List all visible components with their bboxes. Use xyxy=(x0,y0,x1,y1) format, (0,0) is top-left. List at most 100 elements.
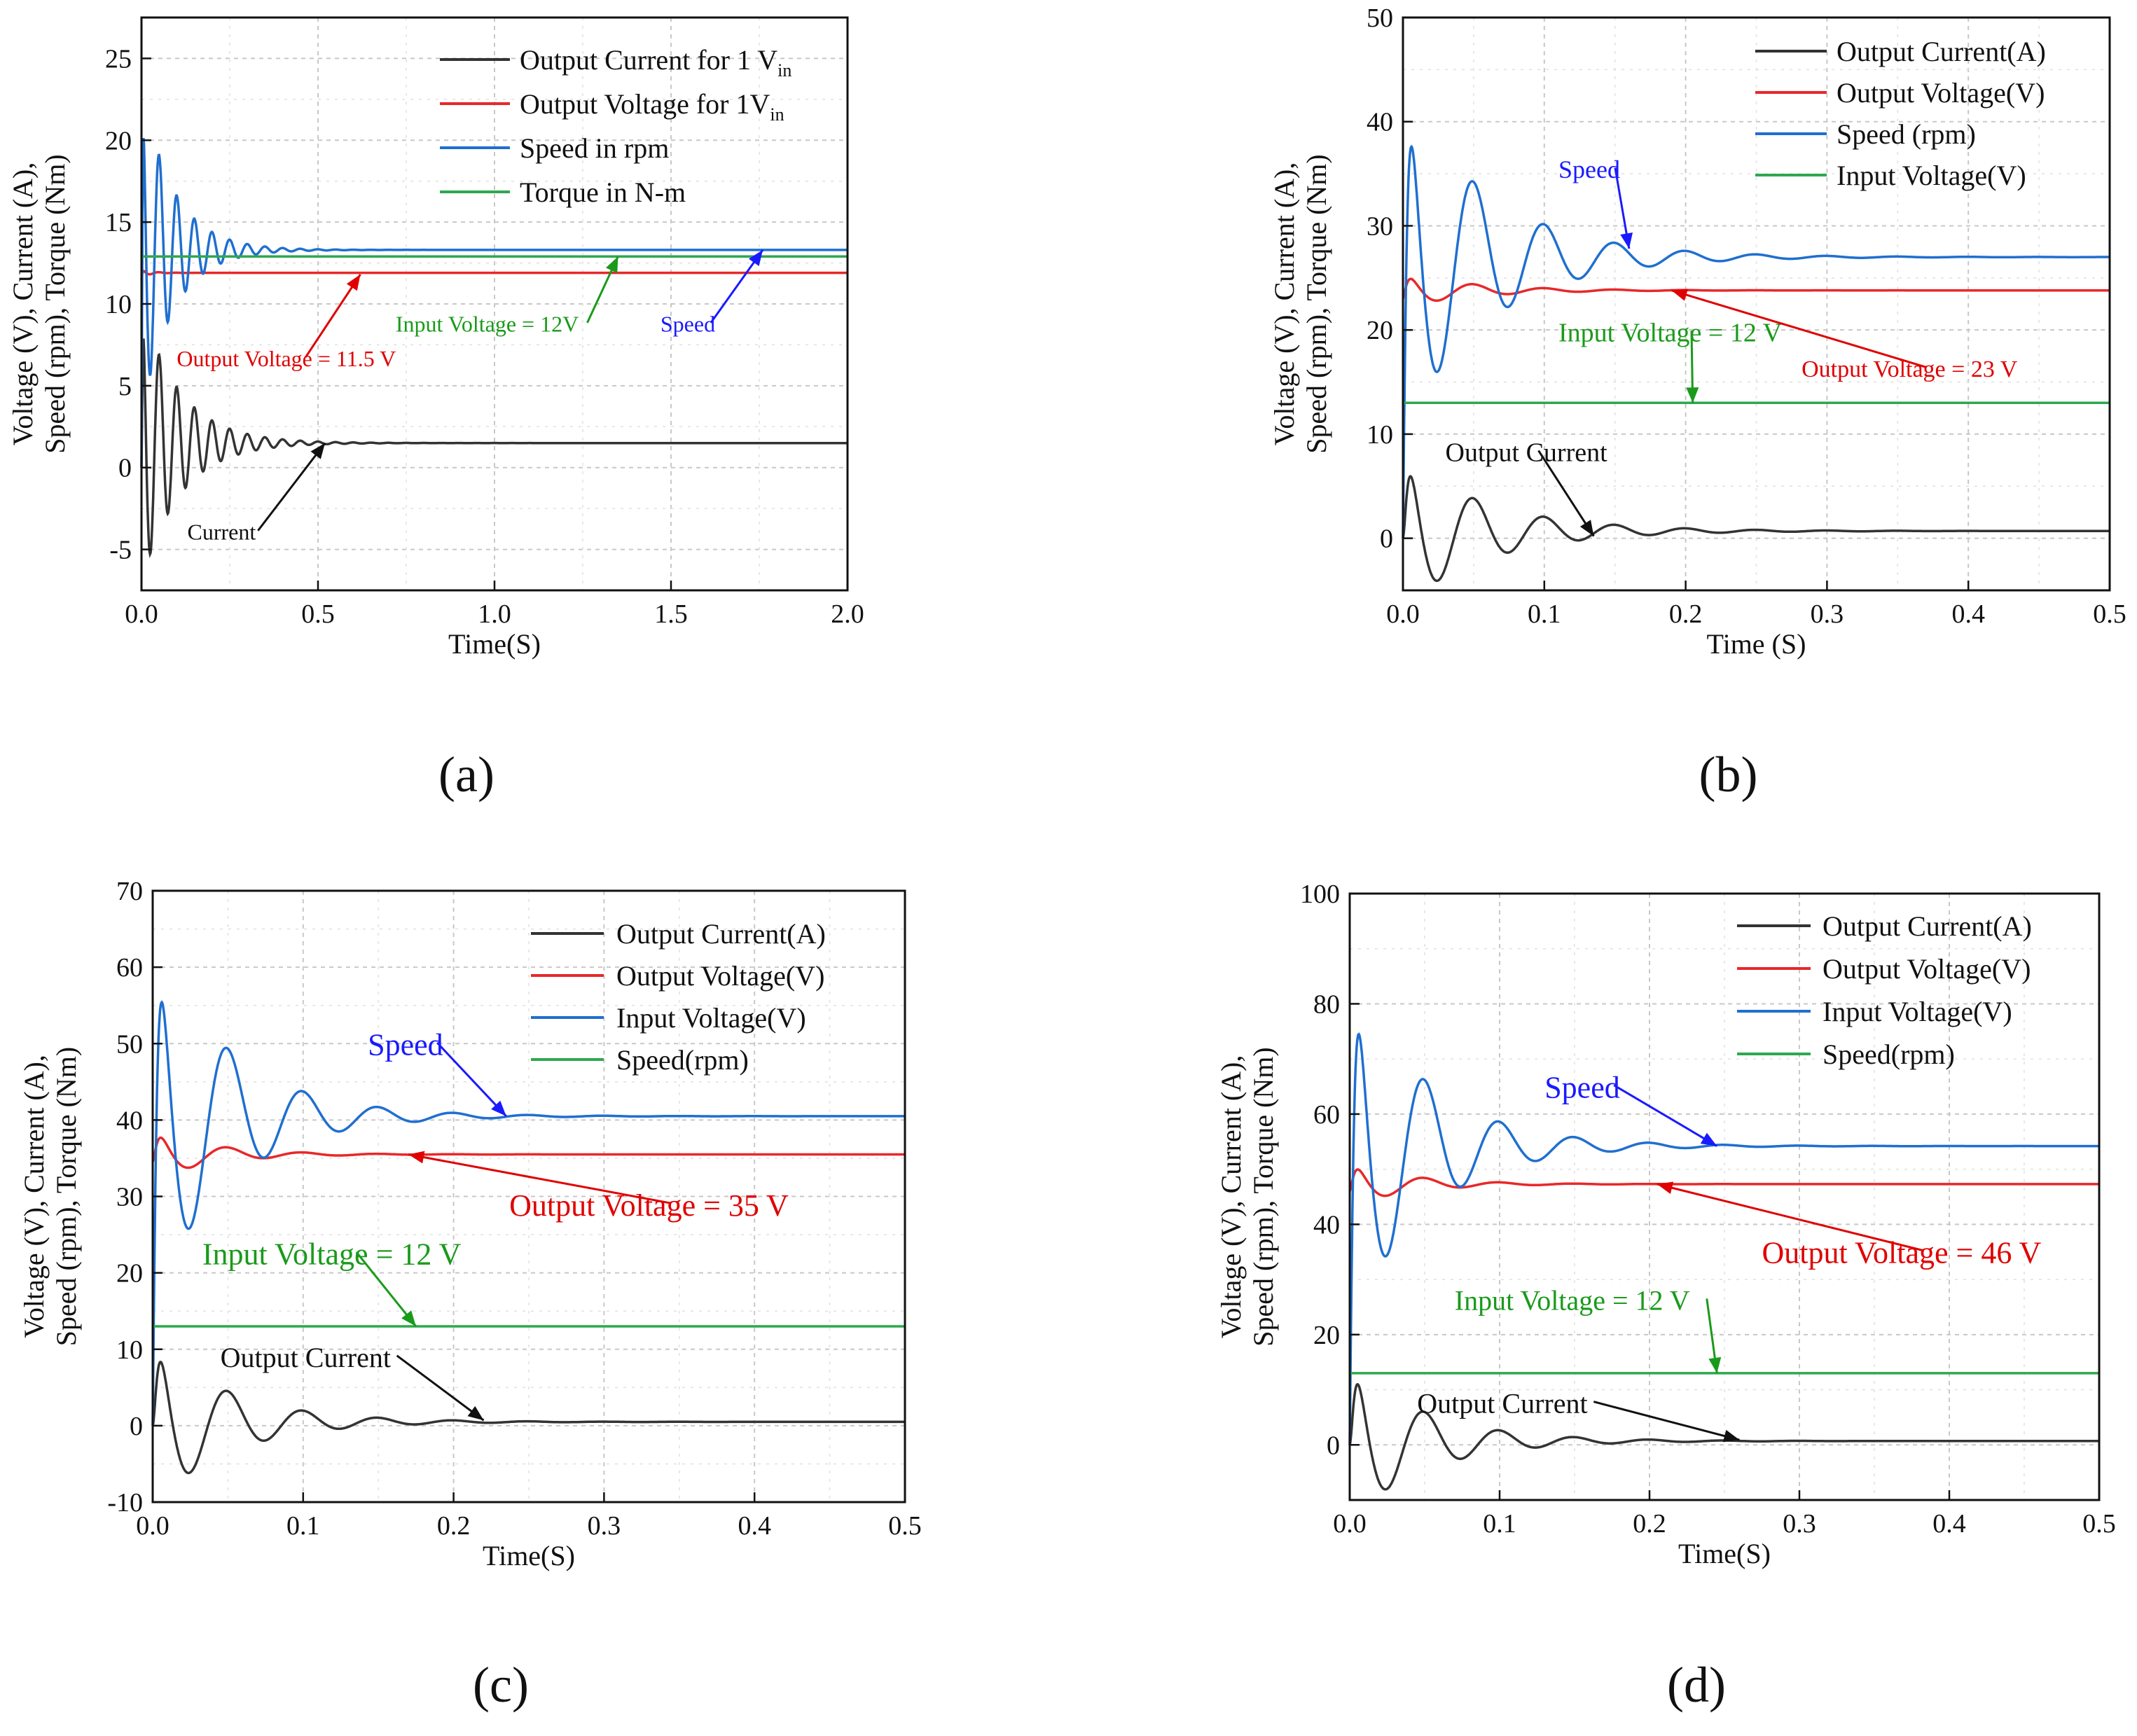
chart-panel-c: 0.0 0.1 0.2 0.3 0.4 0.5 -10 0 10 20 30 40 50 60 70 Time… xyxy=(18,877,922,1713)
legend-label-subscript: in xyxy=(777,60,791,81)
series-line-0 xyxy=(151,1361,905,1475)
y-tick-label: 20 xyxy=(116,1259,143,1289)
y-tick-label: 40 xyxy=(1367,108,1393,137)
x-tick-label: 2.0 xyxy=(831,599,864,629)
series-line-0 xyxy=(1402,475,2110,583)
annotation-label: Speed xyxy=(368,1028,443,1062)
x-tick-label: 0.3 xyxy=(1811,599,1844,629)
annotation-arrow-shaft xyxy=(436,1041,507,1117)
y-axis-label: Voltage (V), Current (A), xyxy=(1215,1055,1247,1339)
legend-label: Input Voltage(V) xyxy=(1837,160,2026,191)
y-tick-label: 60 xyxy=(1313,1100,1340,1130)
legend-label: Input Voltage(V) xyxy=(616,1002,806,1034)
legend-label: Output Current(A) xyxy=(1823,910,2032,942)
y-axis-label: Speed (rpm), Torque (Nm) xyxy=(1301,154,1332,453)
annotation-arrow-head xyxy=(1708,1356,1722,1373)
chart-panel-b: 0.0 0.1 0.2 0.3 0.4 0.5 0 10 20 30 40 50 Time (S) Vol… xyxy=(1268,4,2126,803)
x-tick-label: 0.5 xyxy=(2082,1509,2116,1539)
x-tick-label: 0.0 xyxy=(1333,1509,1367,1539)
annotation-label: Input Voltage = 12 V xyxy=(202,1237,462,1272)
y-axis-label: Voltage (V), Current (A), xyxy=(7,162,39,446)
series-line-0 xyxy=(140,338,848,559)
series-line-1 xyxy=(1402,277,2110,303)
y-tick-label: 20 xyxy=(105,126,132,155)
x-tick-label: 0.5 xyxy=(2093,599,2126,629)
x-axis-label: Time(S) xyxy=(448,628,541,660)
legend-label: Output Current(A) xyxy=(1837,36,2046,67)
y-tick-label: 50 xyxy=(116,1029,143,1059)
x-axis-label: Time(S) xyxy=(1678,1538,1771,1569)
annotation-arrow-head xyxy=(605,256,618,273)
annotation-label: Current xyxy=(188,520,256,545)
x-tick-label: 1.0 xyxy=(478,599,511,629)
x-tick-label: 0.2 xyxy=(1633,1509,1666,1539)
y-tick-label: 50 xyxy=(1367,4,1393,33)
y-tick-label: 15 xyxy=(105,208,132,237)
annotation-label: Output Voltage = 23 V xyxy=(1801,356,2018,382)
series-line-2 xyxy=(140,137,848,468)
series-line-1 xyxy=(151,1136,905,1169)
series-line-2 xyxy=(1402,144,2110,539)
y-tick-label: 70 xyxy=(116,877,143,906)
x-tick-label: 0.4 xyxy=(738,1511,771,1541)
annotation-arrow-head xyxy=(491,1100,506,1116)
y-axis-label: Speed (rpm), Torque (Nm) xyxy=(39,154,71,453)
y-tick-label: 25 xyxy=(105,44,132,74)
annotation-arrow-shaft xyxy=(305,274,361,358)
y-tick-label: 10 xyxy=(1367,420,1393,450)
annotation-arrow-shaft xyxy=(1593,1401,1740,1441)
x-tick-label: 0.5 xyxy=(888,1511,922,1541)
legend-label: Torque in N-m xyxy=(520,176,686,208)
x-tick-label: 0.4 xyxy=(1932,1509,1966,1539)
series-line-1 xyxy=(1348,1168,2099,1197)
y-tick-label: -5 xyxy=(109,536,132,565)
y-tick-label: 0 xyxy=(1380,525,1393,554)
annotation-arrow-shaft xyxy=(396,1354,485,1422)
legend-label: Output Voltage(V) xyxy=(1823,953,2031,985)
y-axis-label: Speed (rpm), Torque (Nm) xyxy=(50,1047,82,1346)
annotation-arrow-head xyxy=(310,443,326,459)
annotation-label: Speed xyxy=(1544,1070,1620,1104)
chart-panel-d: 0.0 0.1 0.2 0.3 0.4 0.5 0 20 40 60 80 100 Time(S) Vol… xyxy=(1215,880,2116,1713)
y-tick-label: 30 xyxy=(116,1183,143,1212)
series-line-1 xyxy=(140,270,848,280)
series-line-2 xyxy=(151,1000,905,1426)
y-tick-label: 40 xyxy=(1313,1210,1340,1239)
annotation-label: Speed xyxy=(1558,155,1620,183)
series-line-2 xyxy=(1348,1032,2099,1445)
annotation-label: Output Current xyxy=(1446,438,1608,468)
y-tick-label: 0 xyxy=(130,1412,143,1441)
annotation-arrow-head xyxy=(748,249,763,267)
y-tick-label: 30 xyxy=(1367,211,1393,241)
annotation-arrow-shaft xyxy=(1613,1084,1718,1147)
annotation-arrow-head xyxy=(1700,1132,1717,1146)
annotation-label: Output Voltage = 11.5 V xyxy=(177,346,396,371)
legend-label: Output Current(A) xyxy=(616,918,826,950)
legend-label: Speed(rpm) xyxy=(616,1044,749,1076)
grid xyxy=(141,18,848,590)
annotation-arrow-head xyxy=(1671,289,1689,301)
annotation-label: Speed xyxy=(661,312,715,337)
x-tick-label: 0.1 xyxy=(1483,1509,1516,1539)
panel-label: (c) xyxy=(473,1657,529,1713)
annotation-arrow-shaft xyxy=(257,442,326,532)
annotation-arrow-shaft xyxy=(355,1251,417,1327)
y-tick-label: -10 xyxy=(107,1488,143,1518)
x-tick-label: 0.1 xyxy=(286,1511,320,1541)
y-tick-label: 0 xyxy=(118,454,132,483)
y-tick-label: 10 xyxy=(105,290,132,319)
panel-label: (b) xyxy=(1699,747,1758,803)
y-tick-label: 80 xyxy=(1313,989,1340,1019)
legend-label: Output Current for 1 Vin xyxy=(520,44,791,81)
x-tick-label: 0.3 xyxy=(588,1511,621,1541)
annotation-arrow-shaft xyxy=(1671,289,1928,368)
annotation-label: Input Voltage = 12 V xyxy=(1455,1284,1690,1316)
x-tick-label: 1.5 xyxy=(654,599,688,629)
annotation-arrow-shaft xyxy=(1657,1183,1924,1252)
x-tick-label: 0.0 xyxy=(136,1511,170,1541)
y-tick-label: 20 xyxy=(1313,1321,1340,1350)
annotation-arrow-shaft xyxy=(408,1153,672,1204)
x-tick-label: 0.2 xyxy=(1669,599,1703,629)
y-tick-label: 60 xyxy=(116,953,143,982)
